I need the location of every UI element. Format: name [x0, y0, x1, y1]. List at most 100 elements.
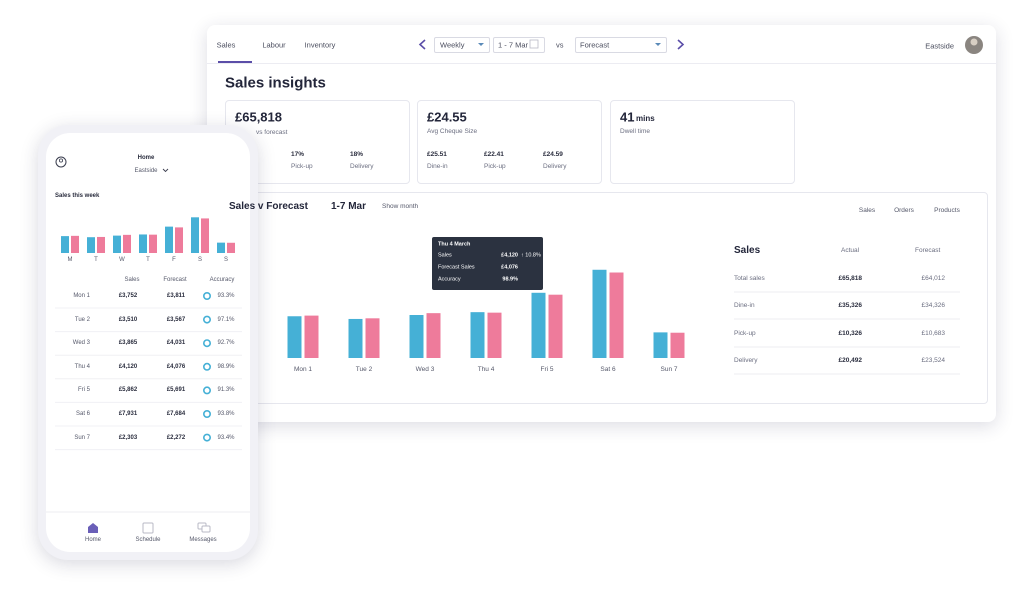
kpi-breakdown-value: 18% [350, 150, 364, 158]
tab-bar-label[interactable]: Messages [189, 537, 217, 543]
bar [487, 312, 502, 358]
bar [548, 294, 563, 358]
summary-label: Pick-up [734, 329, 756, 337]
x-tick-label: Sun 7 [660, 365, 678, 373]
bar [113, 235, 121, 253]
schedule-icon[interactable] [142, 522, 154, 534]
forecast-value: £2,272 [166, 434, 186, 441]
bar [287, 316, 302, 358]
chart-tab[interactable]: Products [934, 206, 960, 214]
phone-location[interactable]: Eastside [134, 168, 158, 174]
profile-icon[interactable] [55, 156, 67, 168]
sales-value: £3,510 [118, 316, 138, 323]
summary-label: Delivery [734, 356, 758, 364]
bar [191, 217, 199, 253]
accuracy-ring [203, 386, 212, 395]
bar [71, 235, 79, 253]
tab-bar-label[interactable]: Schedule [135, 537, 161, 543]
x-tick-label: Tue 2 [355, 365, 373, 373]
bar [165, 226, 173, 253]
accuracy-ring [203, 315, 212, 324]
kpi-breakdown-value: £24.59 [543, 150, 563, 158]
profile-icon-head [59, 158, 64, 163]
accuracy-value: 98.9% [217, 363, 235, 370]
show-month-link[interactable]: Show month [382, 202, 419, 210]
phone-screen [46, 133, 250, 552]
bar [409, 315, 424, 358]
sales-value: £5,862 [118, 387, 138, 394]
kpi-breakdown-label: Delivery [350, 162, 374, 170]
sales-value: £3,865 [118, 340, 138, 347]
accuracy-ring [203, 362, 212, 371]
tooltip-label: Accuracy [438, 276, 461, 283]
period-select[interactable] [434, 37, 490, 53]
accuracy-value: 92.7% [217, 340, 235, 347]
bar [175, 227, 183, 253]
tab-bar-label[interactable]: Home [84, 537, 102, 543]
x-tick-label: T [146, 257, 150, 263]
bar [592, 269, 607, 358]
kpi-breakdown-value: £22.41 [484, 150, 504, 158]
bar [365, 318, 380, 358]
summary-label: Dine-in [734, 301, 755, 309]
forecast-value: £5,691 [166, 387, 186, 394]
compare-label: Forecast [580, 39, 610, 49]
summary-actual: £20,492 [838, 356, 863, 364]
tooltip-title: Thu 4 March [438, 241, 471, 248]
section-title: Sales this week [55, 193, 100, 199]
nav-tab[interactable]: Inventory [304, 40, 336, 50]
bar [123, 234, 131, 253]
range-select[interactable] [493, 37, 545, 53]
accuracy-value: 93.8% [217, 411, 235, 417]
avatar-face [970, 38, 978, 46]
x-tick-label: Fri 5 [540, 365, 554, 373]
dropdown-caret [478, 43, 484, 46]
vs-label: vs [556, 39, 564, 49]
nav-tab[interactable]: Labour [262, 40, 286, 50]
chart-subtitle: 1-7 Mar [331, 201, 367, 212]
nav-tab[interactable]: Sales [216, 40, 236, 50]
kpi-card [417, 100, 602, 184]
home-icon[interactable] [88, 523, 98, 533]
bar [97, 236, 105, 253]
column-header: Sales [124, 277, 140, 283]
forecast-value: £4,076 [166, 363, 186, 370]
sales-value: £3,752 [118, 293, 138, 299]
column-header: Accuracy [209, 277, 235, 283]
bar [217, 242, 225, 253]
bar [670, 332, 685, 358]
kpi-unit: mins [636, 114, 655, 123]
chevron[interactable] [162, 168, 169, 173]
location: Eastside [925, 41, 954, 51]
bar [426, 313, 441, 358]
chart-tab[interactable]: Orders [894, 206, 914, 214]
forecast-value: £3,811 [166, 293, 186, 299]
messages-icon [201, 525, 211, 533]
compare-select[interactable] [575, 37, 667, 53]
prev-arrow[interactable] [418, 39, 426, 50]
chart-tab[interactable]: Sales [858, 206, 876, 214]
tooltip-label: Forecast Sales [438, 264, 475, 271]
page-title: Sales insights [225, 74, 326, 92]
range-label: 1 - 7 Mar [498, 39, 529, 49]
summary-actual: £35,326 [838, 301, 863, 309]
summary-forecast: £34,326 [921, 301, 946, 309]
bar [139, 234, 147, 253]
accuracy-value: 93.4% [217, 434, 235, 441]
period-select-label: Weekly [440, 39, 465, 49]
summary-forecast: £64,012 [921, 274, 946, 282]
summary-actual: £65,818 [838, 274, 863, 282]
accuracy-ring [203, 409, 212, 418]
bar [531, 292, 546, 358]
next-arrow[interactable] [677, 39, 685, 50]
kpi-breakdown-label: Delivery [543, 162, 567, 170]
row-label: Thu 4 [74, 363, 90, 370]
calendar-icon [529, 39, 539, 49]
row-label: Wed 3 [72, 340, 90, 347]
forecast-value: £7,684 [166, 411, 186, 417]
column-header: Forecast [163, 277, 187, 283]
kpi-card [610, 100, 795, 184]
active-tab-underline [218, 61, 252, 63]
x-tick-label: Mon 1 [293, 365, 313, 373]
